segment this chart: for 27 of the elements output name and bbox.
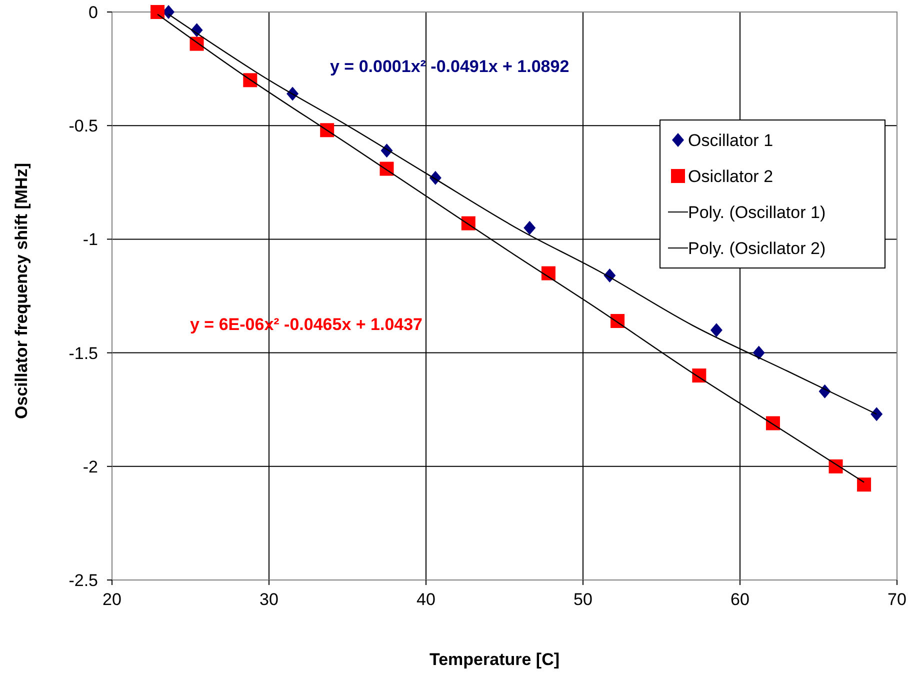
y-tick-label: -2 (82, 457, 98, 476)
x-tick-label: 30 (260, 590, 278, 609)
legend-label: Oscillator 1 (688, 131, 774, 150)
annotation: y = 0.0001x² -0.0491x + 1.0892 (330, 57, 570, 76)
point (150, 5, 165, 19)
x-tick-label: 60 (730, 590, 750, 609)
y-axis-title: Oscillator frequency shift [MHz] (12, 163, 31, 419)
legend-label: Poly. (Osicllator 2) (688, 239, 826, 258)
x-tick-label: 70 (888, 590, 906, 609)
x-tick-label: 50 (574, 590, 592, 609)
point (870, 407, 883, 422)
point (461, 216, 476, 230)
y-tick-label: -0.5 (68, 116, 98, 136)
x-tick-label: 40 (416, 590, 436, 609)
x-tick-label: 20 (102, 590, 122, 609)
legend-label: Poly. (Oscillator 1) (688, 203, 826, 222)
x-axis-title: Temperature [C] (429, 650, 560, 669)
point (857, 478, 872, 492)
y-tick-label: 0 (88, 3, 98, 22)
point (524, 220, 536, 235)
legend-label: Osicllator 2 (688, 167, 774, 186)
y-tick-label: -1.5 (68, 344, 98, 363)
y-tick-label: -1 (82, 230, 98, 250)
point (710, 323, 722, 338)
point (541, 266, 556, 280)
y-tick-label: -2.5 (68, 571, 98, 590)
point (752, 346, 765, 360)
